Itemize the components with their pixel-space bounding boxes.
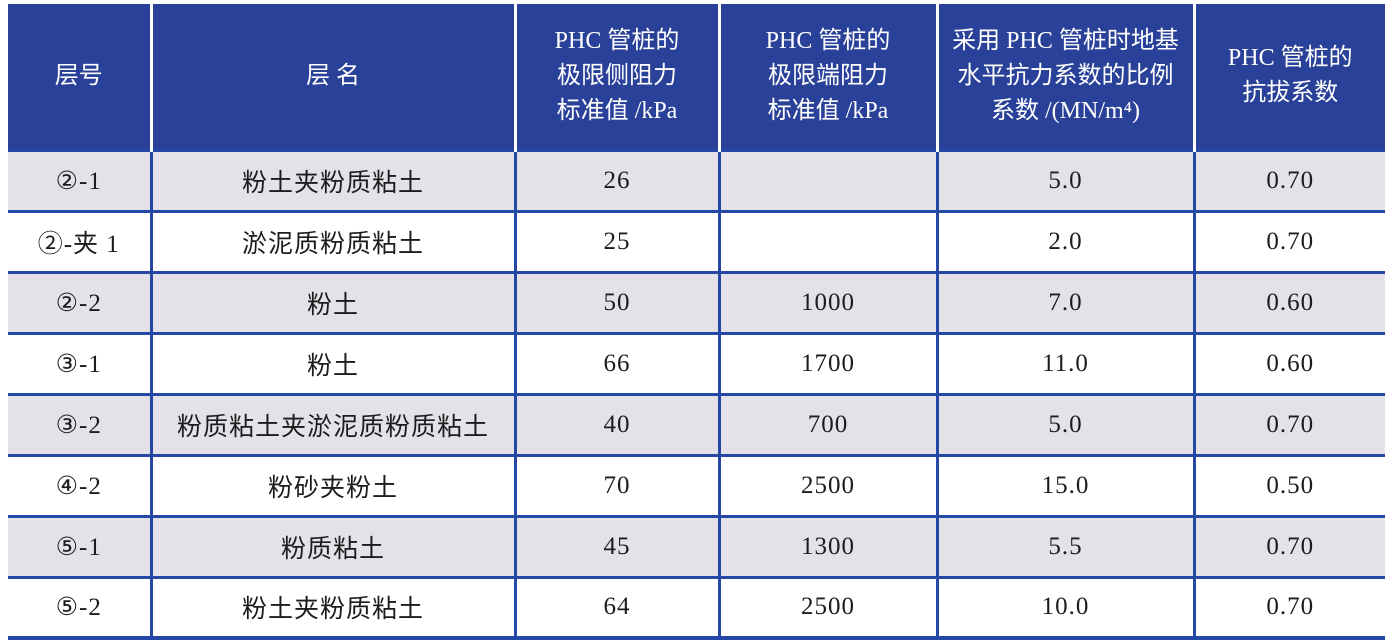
- table-row: ⑤-2 粉土夹粉质粘土 64 2500 10.0 0.70: [8, 575, 1385, 640]
- layer-name-cell: 粉砂夹粉土: [149, 453, 517, 518]
- end-resistance-cell: 2500: [717, 575, 939, 640]
- end-resistance-cell: 1300: [717, 514, 939, 579]
- end-resistance-cell: 2500: [717, 453, 939, 518]
- layer-no-cell: ⑤-1: [8, 514, 153, 579]
- layer-no-cell: ②-2: [8, 270, 153, 335]
- horizontal-coeff-cell: 5.0: [935, 148, 1196, 213]
- horizontal-coeff-cell: 10.0: [935, 575, 1196, 640]
- soil-parameters-table: 层号 层 名 PHC 管桩的 极限侧阻力 标准值 /kPa PHC 管桩的 极限…: [8, 4, 1385, 640]
- horizontal-coeff-cell: 5.0: [935, 392, 1196, 457]
- header-line: PHC 管桩的: [1227, 45, 1353, 72]
- layer-name-cell: 粉质粘土夹淤泥质粉质粘土: [149, 392, 517, 457]
- horizontal-coeff-cell: 11.0: [935, 331, 1196, 396]
- header-line: 极限端阻力: [768, 62, 888, 89]
- header-line: 层号: [54, 62, 103, 89]
- uplift-coeff-cell: 0.50: [1192, 453, 1385, 518]
- uplift-coeff-cell: 0.70: [1192, 575, 1385, 640]
- side-resistance-cell: 64: [513, 575, 721, 640]
- header-line: 水平抗力系数的比例: [957, 62, 1174, 89]
- side-resistance-cell: 25: [513, 209, 721, 274]
- column-header-layer-name: 层 名: [149, 4, 515, 150]
- end-resistance-cell: [717, 148, 939, 213]
- uplift-coeff-cell: 0.70: [1192, 392, 1385, 457]
- layer-no-cell: ④-2: [8, 453, 153, 518]
- header-line: 采用 PHC 管桩时地基: [952, 27, 1179, 54]
- column-header-horizontal-coeff: 采用 PHC 管桩时地基 水平抗力系数的比例 系数 /(MN/m⁴): [935, 4, 1194, 150]
- table-header: 层号 层 名 PHC 管桩的 极限侧阻力 标准值 /kPa PHC 管桩的 极限…: [8, 4, 1385, 150]
- column-header-end-resistance: PHC 管桩的 极限端阻力 标准值 /kPa: [717, 4, 937, 150]
- side-resistance-cell: 45: [513, 514, 721, 579]
- header-line: 层 名: [306, 62, 360, 89]
- layer-no-cell: ③-1: [8, 331, 153, 396]
- layer-name-cell: 淤泥质粉质粘土: [149, 209, 517, 274]
- side-resistance-cell: 70: [513, 453, 721, 518]
- table-row: ②-1 粉土夹粉质粘土 26 5.0 0.70: [8, 148, 1385, 213]
- header-line: 标准值 /kPa: [767, 97, 889, 124]
- end-resistance-cell: 1000: [717, 270, 939, 335]
- horizontal-coeff-cell: 2.0: [935, 209, 1196, 274]
- table-row: ⑤-1 粉质粘土 45 1300 5.5 0.70: [8, 514, 1385, 579]
- end-resistance-cell: 700: [717, 392, 939, 457]
- layer-no-cell: ②-1: [8, 148, 153, 213]
- uplift-coeff-cell: 0.70: [1192, 514, 1385, 579]
- uplift-coeff-cell: 0.60: [1192, 270, 1385, 335]
- layer-name-cell: 粉质粘土: [149, 514, 517, 579]
- table-row: ③-2 粉质粘土夹淤泥质粉质粘土 40 700 5.0 0.70: [8, 392, 1385, 457]
- header-line: 系数 /(MN/m⁴): [990, 97, 1141, 124]
- side-resistance-cell: 50: [513, 270, 721, 335]
- side-resistance-cell: 66: [513, 331, 721, 396]
- layer-no-cell: ③-2: [8, 392, 153, 457]
- side-resistance-cell: 40: [513, 392, 721, 457]
- header-line: 抗拔系数: [1242, 80, 1339, 107]
- column-header-layer-no: 层号: [8, 4, 151, 150]
- header-row: 层号 层 名 PHC 管桩的 极限侧阻力 标准值 /kPa PHC 管桩的 极限…: [8, 4, 1385, 150]
- table-row: ③-1 粉土 66 1700 11.0 0.60: [8, 331, 1385, 396]
- side-resistance-cell: 26: [513, 148, 721, 213]
- header-line: 标准值 /kPa: [556, 97, 678, 124]
- table-row: ②-2 粉土 50 1000 7.0 0.60: [8, 270, 1385, 335]
- horizontal-coeff-cell: 15.0: [935, 453, 1196, 518]
- header-line: PHC 管桩的: [765, 27, 891, 54]
- column-header-side-resistance: PHC 管桩的 极限侧阻力 标准值 /kPa: [513, 4, 719, 150]
- layer-name-cell: 粉土夹粉质粘土: [149, 575, 517, 640]
- layer-no-cell: ⑤-2: [8, 575, 153, 640]
- column-header-uplift-coeff: PHC 管桩的 抗拔系数: [1192, 4, 1385, 150]
- layer-name-cell: 粉土夹粉质粘土: [149, 148, 517, 213]
- table-row: ④-2 粉砂夹粉土 70 2500 15.0 0.50: [8, 453, 1385, 518]
- table-body: ②-1 粉土夹粉质粘土 26 5.0 0.70 ②-夹 1 淤泥质粉质粘土 25…: [8, 148, 1385, 640]
- header-line: 极限侧阻力: [557, 62, 677, 89]
- uplift-coeff-cell: 0.60: [1192, 331, 1385, 396]
- horizontal-coeff-cell: 5.5: [935, 514, 1196, 579]
- horizontal-coeff-cell: 7.0: [935, 270, 1196, 335]
- layer-name-cell: 粉土: [149, 270, 517, 335]
- end-resistance-cell: 1700: [717, 331, 939, 396]
- end-resistance-cell: [717, 209, 939, 274]
- uplift-coeff-cell: 0.70: [1192, 209, 1385, 274]
- uplift-coeff-cell: 0.70: [1192, 148, 1385, 213]
- table-row: ②-夹 1 淤泥质粉质粘土 25 2.0 0.70: [8, 209, 1385, 274]
- layer-no-cell: ②-夹 1: [8, 209, 153, 274]
- layer-name-cell: 粉土: [149, 331, 517, 396]
- header-line: PHC 管桩的: [554, 27, 680, 54]
